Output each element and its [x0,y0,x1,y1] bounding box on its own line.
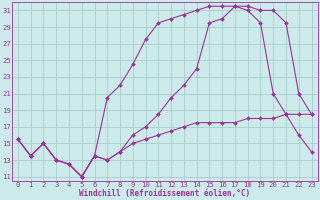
X-axis label: Windchill (Refroidissement éolien,°C): Windchill (Refroidissement éolien,°C) [79,189,250,198]
